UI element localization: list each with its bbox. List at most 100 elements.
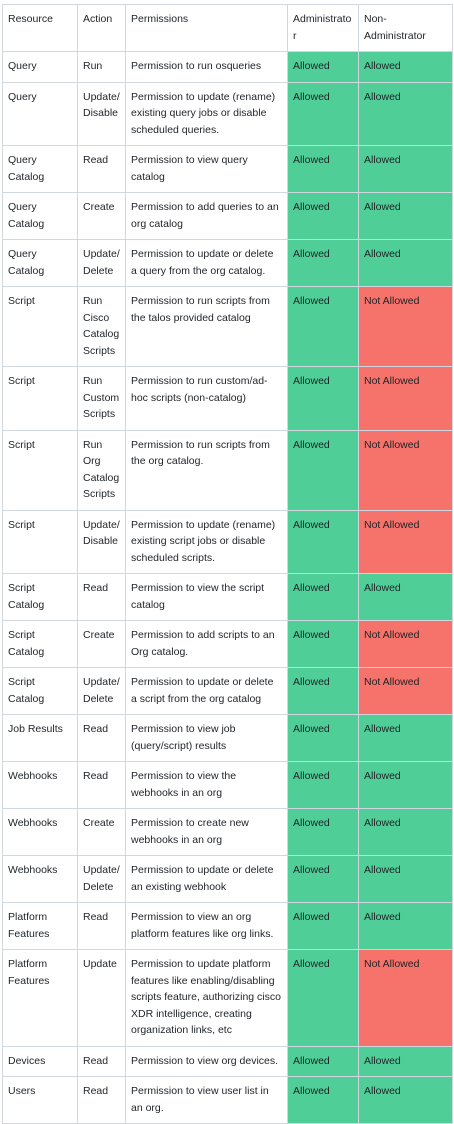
table-cell: Create (77, 192, 126, 240)
table-cell: Query (2, 81, 78, 146)
status-cell: Allowed (287, 509, 359, 574)
status-cell: Not Allowed (358, 286, 453, 367)
table-cell: Read (77, 902, 126, 950)
table-cell: Script Catalog (2, 573, 78, 621)
table-cell: Webhooks (2, 855, 78, 903)
table-cell: Platform Features (2, 949, 78, 1047)
table-row: Script Catalog Update/ Delete Permission t… (2, 667, 453, 715)
status-cell: Allowed (287, 51, 359, 83)
status-cell: Allowed (287, 1045, 359, 1077)
table-row: Script Run Cisco Catalog Scripts Permissio… (2, 286, 453, 367)
table-cell: Read (77, 1076, 126, 1124)
header-cell: Administrator (287, 4, 359, 52)
table-cell: Permission to run scripts from the talos… (125, 286, 288, 367)
status-cell: Allowed (358, 902, 453, 950)
table-header: Resource Action Permissions Administrator No… (2, 4, 453, 52)
table-row: Users Read Permission to view user list in… (2, 1076, 453, 1124)
status-cell: Allowed (358, 1076, 453, 1124)
status-cell: Allowed (287, 808, 359, 856)
table-cell: Update/ Disable (77, 509, 126, 574)
status-cell: Not Allowed (358, 667, 453, 715)
table-cell: Query Catalog (2, 239, 78, 287)
table-cell: Devices (2, 1045, 78, 1077)
status-cell: Allowed (358, 573, 453, 621)
header-row: Resource Action Permissions Administrator No… (2, 4, 453, 52)
table-cell: Permission to update platform features l… (125, 949, 288, 1047)
table-cell: Query (2, 51, 78, 83)
status-cell: Allowed (287, 714, 359, 762)
status-cell: Allowed (287, 620, 359, 668)
status-cell: Allowed (287, 902, 359, 950)
table-row: Platform Features Read Permission to view … (2, 902, 453, 950)
status-cell: Allowed (287, 949, 359, 1047)
table-cell: Read (77, 573, 126, 621)
status-cell: Not Allowed (358, 509, 453, 574)
table-cell: Script (2, 286, 78, 367)
table-cell: Script Catalog (2, 667, 78, 715)
table-cell: Job Results (2, 714, 78, 762)
table-row: Job Results Read Permission to view job (q… (2, 714, 453, 762)
status-cell: Allowed (358, 51, 453, 83)
header-cell: Action (77, 4, 126, 52)
table-cell: Webhooks (2, 761, 78, 809)
table-cell: Create (77, 620, 126, 668)
table-cell: Run Org Catalog Scripts (77, 429, 126, 511)
header-cell: Resource (2, 4, 78, 52)
status-cell: Allowed (358, 714, 453, 762)
status-cell: Allowed (358, 1045, 453, 1077)
table-cell: Read (77, 145, 126, 193)
table-cell: Permission to view an org platform featu… (125, 902, 288, 950)
table-cell: Permission to run custom/ad-hoc scripts … (125, 366, 288, 431)
table-cell: Permission to update (rename) existing q… (125, 81, 288, 146)
table-row: Webhooks Read Permission to view the webho… (2, 761, 453, 809)
table-cell: Script Catalog (2, 620, 78, 668)
table-row: Script Catalog Read Permission to view the… (2, 573, 453, 621)
table-cell: Permission to run scripts from the org c… (125, 429, 288, 511)
status-cell: Not Allowed (358, 429, 453, 511)
table-cell: Run (77, 51, 126, 83)
table-cell: Permission to add queries to an org cata… (125, 192, 288, 240)
table-row: Script Update/ Disable Permission to updat… (2, 509, 453, 574)
table-row: Webhooks Update/ Delete Permission to upda… (2, 855, 453, 903)
table-row: Webhooks Create Permission to create new w… (2, 808, 453, 856)
status-cell: Allowed (287, 1076, 359, 1124)
table-cell: Webhooks (2, 808, 78, 856)
table-cell: Script (2, 509, 78, 574)
table-cell: Read (77, 1045, 126, 1077)
status-cell: Allowed (287, 286, 359, 367)
status-cell: Allowed (287, 239, 359, 287)
table-row: Query Catalog Update/ Delete Permission to… (2, 239, 453, 287)
table-cell: Update/ Delete (77, 667, 126, 715)
table-cell: Permission to view query catalog (125, 145, 288, 193)
status-cell: Allowed (287, 855, 359, 903)
table-cell: Update/ Delete (77, 855, 126, 903)
table-row: Script Catalog Create Permission to add sc… (2, 620, 453, 668)
table-cell: Permission to update or delete a script … (125, 667, 288, 715)
table-cell: Script (2, 429, 78, 511)
table-cell: Permission to update (rename) existing s… (125, 509, 288, 574)
header-cell: Non-Administrator (358, 4, 453, 52)
table-row: Platform Features Update Permission to upd… (2, 949, 453, 1047)
permissions-table: Resource Action Permissions Administrator No… (2, 4, 453, 1124)
table-cell: Create (77, 808, 126, 856)
table-cell: Update (77, 949, 126, 1047)
status-cell: Allowed (358, 761, 453, 809)
table-cell: Update/ Disable (77, 81, 126, 146)
table-cell: Permission to view the script catalog (125, 573, 288, 621)
status-cell: Allowed (287, 667, 359, 715)
status-cell: Allowed (287, 145, 359, 193)
status-cell: Allowed (358, 239, 453, 287)
status-cell: Not Allowed (358, 366, 453, 431)
status-cell: Allowed (358, 192, 453, 240)
table-cell: Permission to update or delete an existi… (125, 855, 288, 903)
table-cell: Update/ Delete (77, 239, 126, 287)
table-cell: Permission to view org devices. (125, 1045, 288, 1077)
header-cell: Permissions (125, 4, 288, 52)
status-cell: Allowed (287, 81, 359, 146)
table-body: Query Run Permission to run osqueries Allow… (2, 51, 453, 1124)
table-cell: Read (77, 761, 126, 809)
table-cell: Read (77, 714, 126, 762)
table-cell: Permission to view the webhooks in an or… (125, 761, 288, 809)
table-row: Script Run Custom Scripts Permission to ru… (2, 366, 453, 431)
status-cell: Allowed (358, 145, 453, 193)
